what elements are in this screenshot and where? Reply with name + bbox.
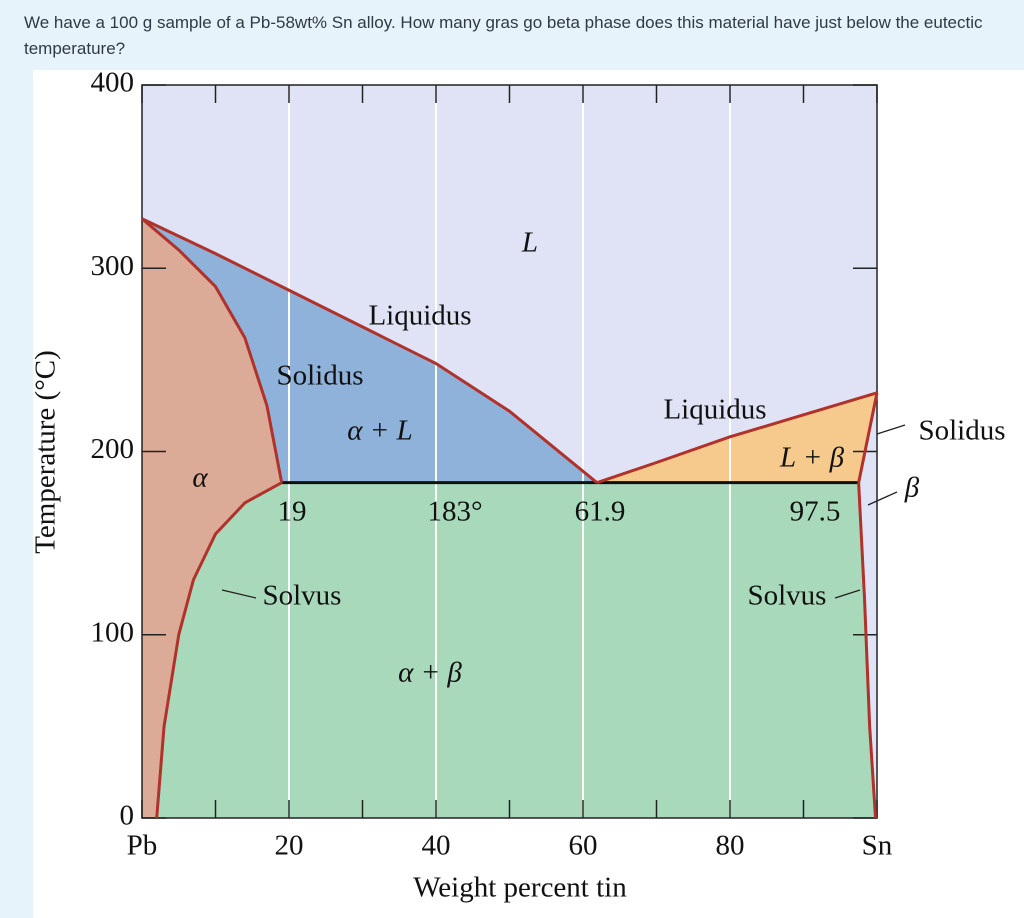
boundary-label: Solidus	[918, 415, 1005, 447]
phase-boundary	[857, 482, 878, 819]
boundary-label: Solvus	[263, 580, 342, 612]
boundary-label: Liquidus	[368, 300, 471, 332]
phase-boundary	[857, 392, 879, 483]
phase-region	[142, 218, 282, 818]
y-tick-label: 300	[91, 250, 135, 282]
eutectic-composition: 61.9	[575, 496, 626, 528]
y-axis-label: Temperature (°C)	[30, 350, 62, 554]
phase-region	[858, 392, 877, 818]
x-tick-label: Pb	[127, 830, 158, 862]
leader-line	[834, 589, 861, 599]
phase-boundary	[141, 217, 598, 484]
boundary-label: Solvus	[748, 580, 827, 612]
x-axis-label: Weight percent tin	[413, 872, 627, 904]
region-label: α	[192, 462, 208, 494]
x-tick-label: 20	[275, 830, 304, 862]
eutectic-composition: 19	[278, 496, 307, 528]
boundary-label: Solidus	[276, 360, 363, 392]
phase-region	[156, 482, 876, 818]
phase-region	[142, 85, 877, 483]
x-tick-label: Sn	[862, 830, 893, 862]
phase-boundary	[141, 217, 284, 483]
question: We have a 100 g sample of a Pb-58wt% Sn …	[24, 13, 983, 58]
x-tick-label: 80	[716, 830, 745, 862]
phase-region	[142, 218, 597, 483]
region-label: L	[521, 227, 538, 259]
x-tick-label: 60	[569, 830, 598, 862]
leader-line	[867, 491, 898, 506]
eutectic-temperature: 183°	[427, 496, 482, 528]
y-tick-label: 200	[91, 433, 135, 465]
region-label: β	[904, 472, 920, 504]
eutectic-composition: 97.5	[790, 496, 841, 528]
region-label: L + β	[779, 442, 845, 474]
region-label: α + L	[347, 415, 412, 447]
phase-boundary	[596, 391, 878, 485]
region-label: α + β	[398, 657, 462, 689]
phase-boundary	[155, 481, 283, 819]
y-tick-label: 0	[120, 800, 135, 832]
y-tick-label: 400	[91, 67, 135, 99]
leader-line	[876, 424, 906, 435]
x-tick-label: 40	[422, 830, 451, 862]
plot-frame	[141, 84, 878, 819]
y-tick-label: 100	[91, 616, 135, 648]
leader-line	[221, 589, 257, 599]
boundary-label: Liquidus	[663, 394, 766, 426]
